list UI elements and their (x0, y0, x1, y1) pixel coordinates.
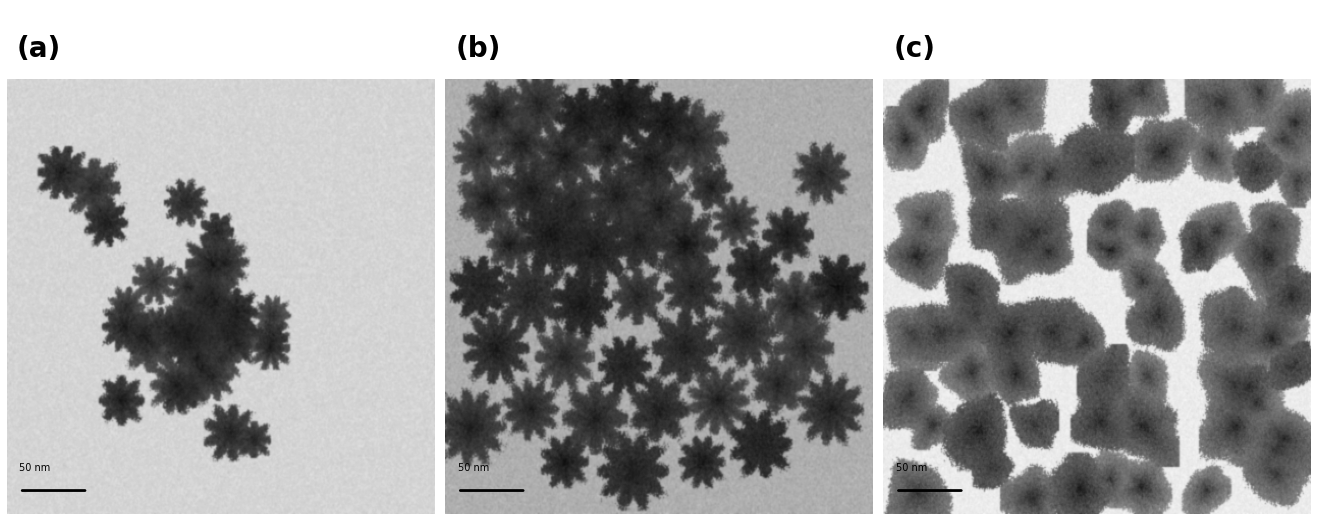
Text: 50 nm: 50 nm (457, 463, 489, 473)
Text: 50 nm: 50 nm (20, 463, 50, 473)
Text: (c): (c) (893, 35, 935, 63)
Text: 50 nm: 50 nm (896, 463, 927, 473)
Text: (a): (a) (17, 35, 62, 63)
Text: (b): (b) (456, 35, 500, 63)
